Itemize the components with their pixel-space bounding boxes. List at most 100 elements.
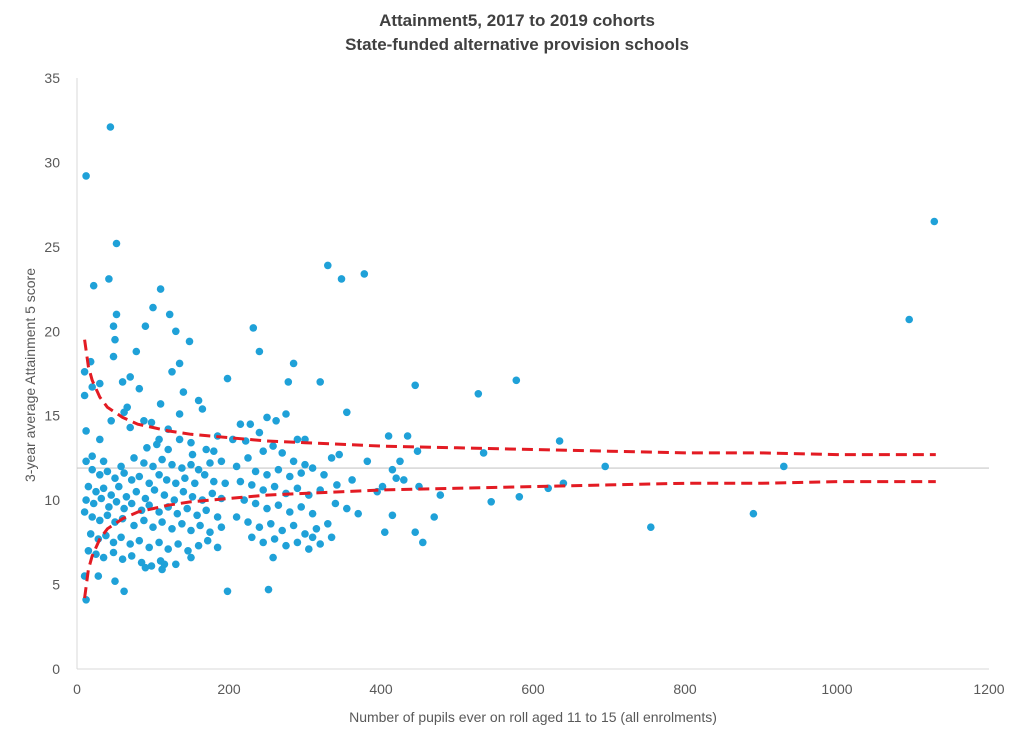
chart-subtitle: State-funded alternative provision schoo… (345, 35, 689, 54)
data-point (175, 359, 184, 368)
data-point (88, 513, 96, 521)
data-point (396, 457, 404, 466)
data-point (155, 508, 163, 516)
data-point (264, 585, 273, 594)
data-point (384, 432, 393, 440)
data-point (165, 310, 174, 319)
data-point (141, 563, 150, 572)
data-point (140, 417, 148, 425)
data-point (187, 438, 195, 447)
data-point (392, 474, 401, 483)
data-point (223, 587, 232, 596)
data-point (84, 547, 93, 555)
data-point (301, 530, 309, 538)
data-point (120, 504, 128, 513)
y-tick-label: 20 (44, 323, 60, 339)
data-point (96, 435, 104, 444)
data-point (282, 410, 290, 418)
data-point (206, 528, 214, 536)
data-point (286, 508, 294, 516)
data-point (187, 460, 195, 469)
data-point (126, 540, 134, 548)
data-points (80, 123, 939, 604)
data-point (274, 465, 283, 474)
data-point (92, 550, 100, 558)
data-point (106, 123, 115, 131)
data-point (930, 217, 939, 226)
data-point (109, 538, 118, 547)
data-point (320, 471, 328, 479)
data-point (259, 447, 268, 456)
data-point (135, 472, 144, 481)
x-axis-ticks: 0 200 400 600 800 1000 1200 (73, 681, 1005, 697)
data-point (82, 496, 90, 504)
data-point (217, 457, 226, 466)
data-point (284, 378, 293, 386)
data-point (193, 511, 201, 520)
y-axis-ticks: 0 5 10 15 20 25 30 35 (44, 70, 60, 677)
data-point (194, 465, 203, 474)
data-point (249, 324, 258, 332)
data-point (179, 487, 188, 496)
data-point (308, 464, 317, 472)
data-point (88, 383, 96, 391)
data-point (105, 503, 113, 511)
data-point (354, 509, 363, 518)
x-tick-label: 1000 (821, 681, 852, 697)
data-point (88, 452, 96, 461)
data-point (270, 535, 279, 543)
data-point (80, 368, 89, 376)
data-point (117, 533, 125, 542)
x-tick-label: 1200 (973, 681, 1004, 697)
data-point (174, 540, 182, 548)
data-point (143, 444, 151, 452)
data-point (168, 368, 176, 376)
data-point (202, 506, 210, 515)
data-point (135, 536, 144, 545)
data-point (145, 501, 153, 510)
data-point (172, 327, 180, 336)
data-point (274, 501, 283, 510)
data-point (232, 462, 241, 471)
data-point (158, 518, 166, 526)
y-tick-label: 15 (44, 408, 60, 424)
data-point (381, 528, 389, 536)
data-point (97, 494, 106, 503)
y-tick-label: 0 (52, 661, 60, 677)
data-point (115, 482, 123, 491)
data-point (479, 449, 488, 457)
data-point (127, 499, 136, 508)
data-point (117, 462, 125, 471)
data-point (147, 562, 156, 570)
data-point (145, 543, 153, 552)
data-point (132, 347, 141, 356)
data-point (206, 459, 214, 467)
data-point (150, 486, 159, 494)
data-point (103, 511, 112, 520)
data-point (140, 459, 148, 467)
data-point (130, 521, 138, 530)
data-point (246, 420, 255, 429)
data-point (255, 523, 264, 531)
data-point (135, 384, 144, 393)
data-point (112, 310, 121, 319)
data-point (107, 491, 115, 499)
data-point (255, 428, 264, 437)
data-point (213, 513, 222, 521)
data-point (89, 499, 98, 508)
data-point (111, 335, 119, 344)
data-point (168, 460, 176, 469)
data-point (200, 471, 209, 479)
data-point (474, 390, 483, 398)
data-point (183, 504, 191, 513)
data-point (270, 482, 279, 491)
data-point (289, 457, 298, 466)
x-tick-label: 600 (521, 681, 545, 697)
data-point (324, 261, 332, 270)
data-point (512, 376, 521, 385)
data-point (297, 469, 306, 477)
y-tick-label: 5 (52, 577, 60, 593)
data-point (187, 526, 195, 535)
data-point (232, 513, 241, 521)
